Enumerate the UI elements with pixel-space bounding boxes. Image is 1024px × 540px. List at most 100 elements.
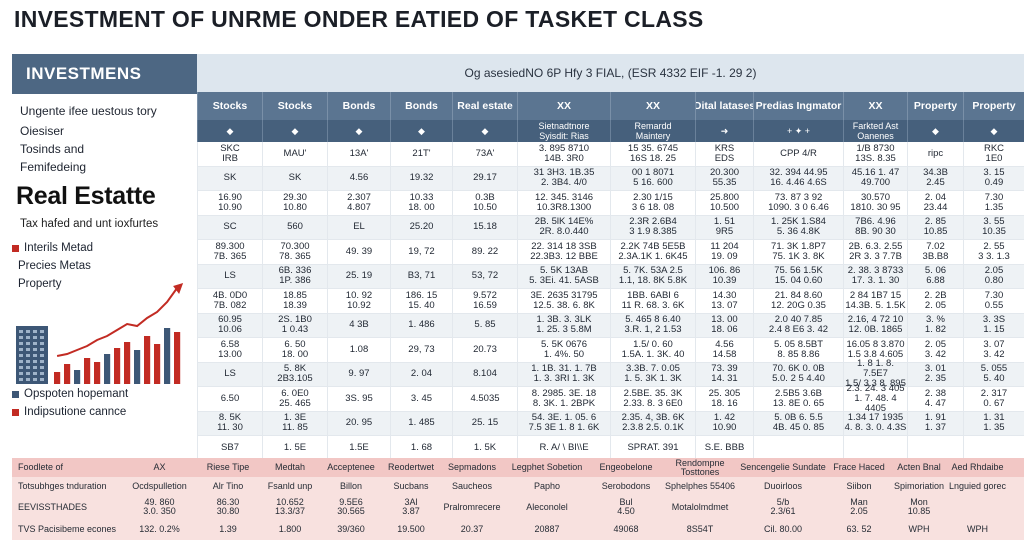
table-cell: 2. 04 23.44 [907,191,963,215]
legend-item-5: Indipsutione cannce [12,406,126,418]
table-cell: CPP 4/R [753,142,843,166]
table-cell: 30.570 1810. 30 95 [843,191,907,215]
table-cell: 4B. 0D0 7B. 082 [197,289,262,313]
building-window [19,378,23,381]
table-cell: LS [197,264,262,288]
building-window [26,378,30,381]
building-window [40,348,44,351]
footer-cell [947,496,1008,518]
table-cell: 00 1 8071 5 16. 600 [610,166,695,190]
table-cell: 1. 68 [390,436,452,460]
table-cell: KRS EDS [695,142,753,166]
table-row: LS 5. 8K 2B3.105 9. 97 2. 04 8.104 1. 1B. 31.… [197,359,1024,389]
building-window [19,354,23,357]
chart-bar [84,358,91,384]
table-cell: 1. 91 1. 37 [907,411,963,435]
table-cell: 2.0 40 7.85 2.4 8 E6 3. 42 [753,313,843,337]
building-window [19,372,23,375]
table-cell: 25.800 10.500 [695,191,753,215]
table-cell: 1. 5E [262,436,327,460]
table-cell: 3. 45 [390,387,452,411]
building-window [33,360,37,363]
table-cell: 5. 465 8 6.40 3.R. 1, 2 1.53 [610,313,695,337]
footer-cell: Cil. 80.00 [763,523,803,534]
footer-cell: Foodlete of [18,462,64,472]
trend-arrow-icon [173,283,184,294]
building-window [40,342,44,345]
footer-cell: Sucbans [393,481,429,491]
table-cell [753,436,843,460]
table-cell: 2. 55 3 3. 1.3 [963,240,1024,264]
asset-table: Stocks Stocks Bonds Bonds Real estate XX XX Dit… [197,92,1024,461]
building-window [33,348,37,351]
table-cell: 2. 85 10.85 [907,215,963,239]
column-subheader: ◆ [390,120,452,142]
column-subheader: Remardd Maintery [610,120,695,142]
legend-item-4: Opspoten hopemant [12,388,128,400]
table-cell: 15.18 [452,215,517,239]
table-cell: 25. 15 [452,411,517,435]
table-cell: 5. 5K 13AB 5. 3Ei. 41. 5ASB [517,264,610,288]
building-window [33,330,37,333]
table-cell: 22. 314 18 3SB 22.3B3. 12 BBE [517,240,610,264]
footer-cell: Reodertwet [387,462,435,472]
table-cell: 71. 3K 1.8P7 75. 1K 3. 8K [753,240,843,264]
footer-cell: Medtah [274,462,306,472]
investments-band: INVESTMENS [12,54,197,94]
table-cell: 1. 3B. 3. 3LK 1. 25. 3 5.8M [517,313,610,337]
footer-cell: Bul 4.50 [617,497,635,516]
table-cell: ripc [907,142,963,166]
table-cell: 3S. 95 [327,387,390,411]
column-subheader: ◆ [963,120,1024,142]
footer-cell: Sepmadons [447,462,497,472]
table-cell: 2B. 6.3. 2.55 2R 3. 3 7.7B [843,240,907,264]
table-cell: 15 35. 6745 16S 18. 25 [610,142,695,166]
footer-cell: 8S54T [686,523,714,534]
table-cell: 13A' [327,142,390,166]
table-cell: 3. 15 0.49 [963,166,1024,190]
footer-cell: Spimoriation [893,481,945,491]
footer-cell: Billon [339,481,362,491]
table-cell: 2.3R 2.6B4 3 1.9 8.385 [610,215,695,239]
building-window [26,354,30,357]
footer-cell: Sphelphes 55406 [664,481,736,491]
table-body: SKC IRB MAU' 13A' 21T' 73A' 3. 895 8710 14B. … [197,142,1024,461]
footer-cell: Riese Tipe [206,462,250,472]
table-cell: 2.30 1/15 3 6 18. 08 [610,191,695,215]
footer-cell: 63. 52 [846,523,872,534]
table-cell: 29, 73 [390,338,452,362]
growth-bar-chart [16,283,184,384]
footer-row: EEVISSTHADES 49. 860 3.0. 350 86.30 30.80 1… [12,496,1024,518]
table-cell: 13. 00 18. 06 [695,313,753,337]
table-cell: MAU' [262,142,327,166]
chart-bar [104,354,111,384]
table-row: 8. 5K 11. 30 1. 3E 11. 85 20. 95 1. 485 25. … [197,411,1024,436]
column-header: Bonds [390,92,452,120]
footer-cell: 1.39 [219,523,237,534]
table-header-row: Stocks Stocks Bonds Bonds Real estate XX XX Dit… [197,92,1024,120]
building-window [33,372,37,375]
table-cell: 49. 39 [327,240,390,264]
building-window [26,336,30,339]
table-row: 4B. 0D0 7B. 082 18.85 18.39 10. 92 10.92 18… [197,289,1024,314]
building-window [33,378,37,381]
footer-cell: 10.652 13.3/37 [274,497,306,516]
footer-row: TVS Pacisibeme econes 132. 0.2% 1.39 1.800 3… [12,518,1024,540]
table-cell: 75. 56 1.5K 15. 04 0.60 [753,264,843,288]
table-cell: 54. 3E. 1. 05. 6 7.5 3E 1. 8 1. 6K [517,411,610,435]
building-window [26,348,30,351]
table-row: 60.95 10.06 2S. 1B0 1 0.43 4 3B 1. 486 5. 85… [197,313,1024,338]
table-cell: 6. 50 18. 00 [262,338,327,362]
column-subheader: ➜ [695,120,753,142]
footer-cell: 5/b 2.3/61 [770,497,796,516]
table-cell: 32. 394 44.95 16. 4.46 4.6S [753,166,843,190]
table-cell [843,436,907,460]
table-cell: 1/B 8730 13S. 8.35 [843,142,907,166]
table-cell: SKC IRB [197,142,262,166]
footer-cell: Pralromrecere [443,501,501,512]
footer-cell: Aleconolel [526,501,568,512]
table-cell: 0.3B 10.50 [452,191,517,215]
table-cell: 10.33 18. 00 [390,191,452,215]
table-cell: 2.05 0.80 [963,264,1024,288]
table-cell: 2.2K 74B 5E5B 2.3A.1K 1. 6K45 [610,240,695,264]
